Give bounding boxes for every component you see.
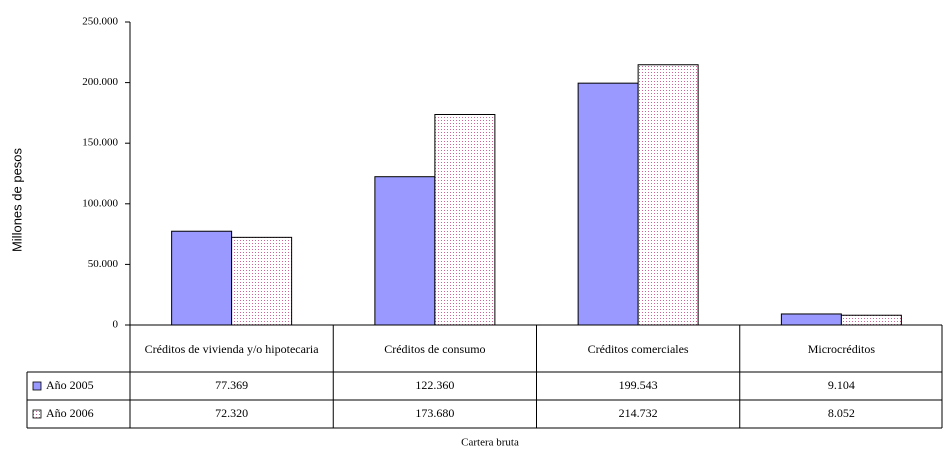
x-tick-label: Créditos de vivienda y/o hipotecaria <box>144 341 319 356</box>
table-value: 173.680 <box>415 406 454 420</box>
legend-label: Año 2006 <box>46 406 94 420</box>
y-tick-label: 250.000 <box>82 16 118 28</box>
bar <box>374 176 436 326</box>
table-value: 8.052 <box>828 406 855 420</box>
table-value: 77.369 <box>215 378 248 392</box>
y-tick-label: 50.000 <box>88 258 119 270</box>
table-value: 214.732 <box>619 406 658 420</box>
legend-key <box>32 381 42 391</box>
x-axis-label: Cartera bruta <box>461 437 519 449</box>
x-tick-label: Créditos de consumo <box>384 341 486 356</box>
table-value: 72.320 <box>215 406 248 420</box>
x-tick-label: Microcréditos <box>807 341 876 356</box>
bar <box>780 313 842 326</box>
legend-key <box>32 409 42 419</box>
y-tick-label: 0 <box>113 319 119 331</box>
category-cell: Créditos de vivienda y/o hipotecaria <box>144 341 319 356</box>
table-value: 9.104 <box>828 378 855 392</box>
category-cell: Créditos comerciales <box>587 341 689 356</box>
bar <box>231 236 293 326</box>
category-cell: Microcréditos <box>807 341 876 356</box>
bar <box>637 64 699 326</box>
y-tick-label: 100.000 <box>82 197 118 209</box>
table-value: 199.543 <box>619 378 658 392</box>
y-tick-label: 150.000 <box>82 137 118 149</box>
y-axis-label: Millones de pesos <box>9 147 24 252</box>
x-tick-label: Créditos comerciales <box>587 341 689 356</box>
table-value: 122.360 <box>415 378 454 392</box>
bar <box>171 230 233 326</box>
bar <box>434 113 496 326</box>
bar <box>577 82 639 326</box>
bar <box>840 314 902 326</box>
legend-label: Año 2005 <box>46 378 94 392</box>
category-cell: Créditos de consumo <box>384 341 486 356</box>
y-tick-label: 200.000 <box>82 76 118 88</box>
